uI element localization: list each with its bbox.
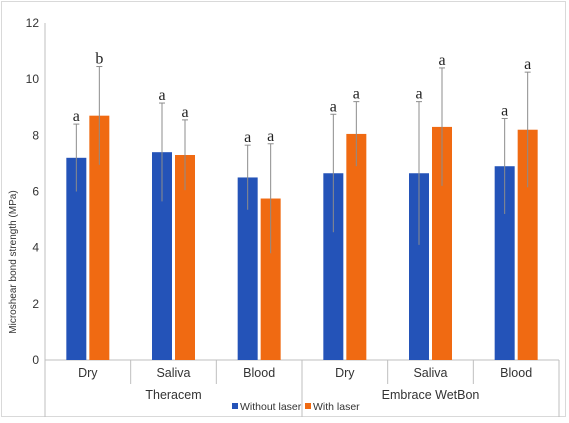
significance-letter: a [73, 108, 80, 125]
y-tick-label: 0 [32, 353, 39, 367]
legend: Without laser With laser [232, 401, 360, 413]
bar [66, 157, 87, 360]
significance-letter: a [267, 128, 274, 145]
bars [66, 115, 538, 361]
axes [44, 23, 560, 417]
legend-swatch [305, 403, 311, 409]
x-tick-label: Blood [243, 366, 275, 380]
bar [409, 173, 429, 360]
y-axis-ticks: 0 2 4 6 8 10 12 [26, 16, 40, 367]
significance-letter: a [158, 87, 165, 104]
significance-letter: a [353, 86, 360, 103]
y-tick-label: 10 [26, 72, 40, 86]
y-tick-label: 4 [32, 241, 39, 255]
x-axis-groups: Theracem Embrace WetBon [145, 388, 479, 402]
x-tick-label: Dry [78, 366, 98, 380]
x-group-label: Theracem [145, 388, 201, 402]
x-tick-label: Dry [335, 366, 355, 380]
y-axis-label: Microshear bond strength (MPa) [8, 190, 19, 333]
significance-letter: a [330, 98, 337, 115]
significance-letter: a [438, 52, 445, 69]
significance-letter: a [244, 129, 251, 146]
bar [323, 173, 344, 360]
x-axis-categories: Dry Saliva Blood Dry Saliva Blood [78, 366, 532, 380]
bar [260, 198, 281, 360]
x-group-label: Embrace WetBon [382, 388, 480, 402]
significance-letter: a [501, 102, 508, 119]
significance-letter: b [95, 51, 103, 68]
x-tick-label: Blood [500, 366, 532, 380]
bar [494, 166, 515, 360]
bar [89, 115, 110, 360]
error-bars [73, 66, 531, 254]
legend-swatch [232, 403, 238, 409]
significance-letter: a [524, 56, 531, 73]
y-tick-label: 8 [32, 128, 39, 142]
legend-label: With laser [313, 401, 360, 413]
y-tick-label: 12 [26, 16, 40, 30]
legend-label: Without laser [240, 401, 302, 413]
y-tick-label: 2 [32, 297, 39, 311]
significance-letter: a [181, 104, 188, 121]
y-tick-label: 6 [32, 185, 39, 199]
bar [237, 177, 258, 360]
x-tick-label: Saliva [156, 366, 190, 380]
bar [432, 126, 452, 361]
bar [346, 133, 367, 360]
bar [175, 154, 195, 360]
significance-letter: a [415, 86, 422, 103]
bar [517, 129, 538, 360]
bar [152, 152, 172, 360]
x-tick-label: Saliva [413, 366, 447, 380]
